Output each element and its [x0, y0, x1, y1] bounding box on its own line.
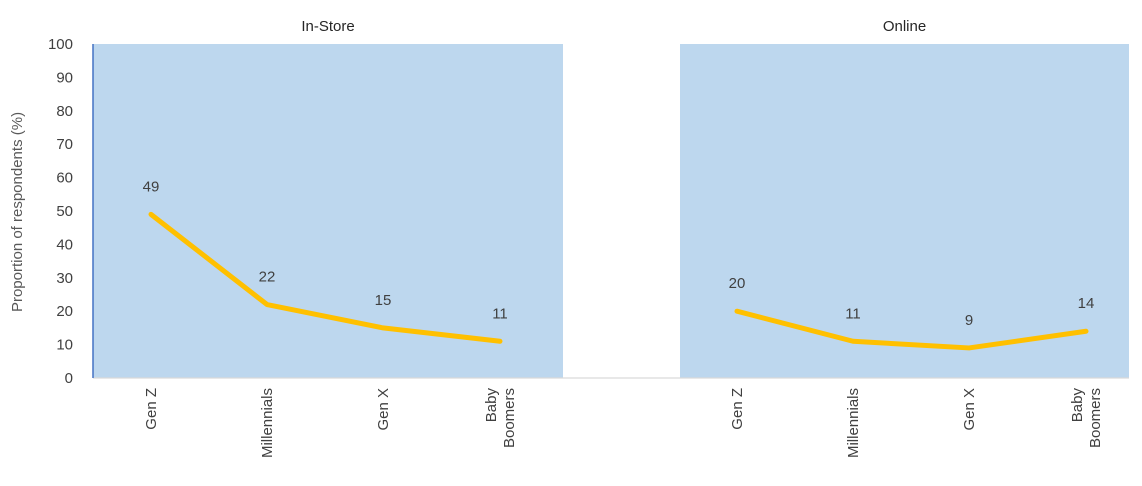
x-tick-label-line: Millennials	[845, 388, 862, 458]
x-tick-label-line: Baby	[1069, 388, 1086, 423]
x-tick-label-line: Baby	[483, 388, 500, 423]
x-tick-label-line: Boomers	[501, 388, 518, 448]
data-label: 9	[965, 312, 973, 329]
x-tick-label: Gen Z	[729, 388, 746, 430]
data-label: 15	[375, 292, 392, 309]
x-tick-label-line: Gen Z	[729, 388, 746, 430]
data-label: 22	[259, 269, 276, 286]
y-tick-label: 0	[65, 370, 73, 387]
data-label: 11	[845, 305, 861, 322]
x-tick-label-line: Millennials	[259, 388, 276, 458]
x-tick-label-line: Gen Z	[143, 388, 160, 430]
panel-background-online	[680, 44, 1129, 378]
x-tick-label: Millennials	[845, 388, 862, 458]
x-tick-label: Gen X	[375, 388, 392, 431]
x-tick-label: Millennials	[259, 388, 276, 458]
panel-title-in-store: In-Store	[301, 18, 354, 35]
panel-title-online: Online	[883, 18, 926, 35]
y-tick-label: 60	[56, 170, 73, 187]
y-tick-label: 20	[56, 303, 73, 320]
x-tick-label: Gen Z	[143, 388, 160, 430]
y-tick-label: 90	[56, 69, 73, 86]
x-tick-label: Gen X	[961, 388, 978, 431]
series-line-in-store	[148, 211, 503, 344]
x-tick-label-line: Gen X	[375, 388, 392, 431]
data-label: 49	[143, 178, 160, 195]
data-label: 20	[729, 275, 746, 292]
y-tick-label: 80	[56, 103, 73, 120]
series-line-online	[734, 308, 1089, 351]
x-tick-label: BabyBoomers	[483, 388, 518, 449]
data-label: 11	[492, 305, 508, 322]
panel-background-in-store	[93, 44, 563, 378]
x-tick-label-line: Gen X	[961, 388, 978, 431]
y-tick-label: 70	[56, 136, 73, 153]
y-tick-label: 30	[56, 270, 73, 287]
y-tick-label: 40	[56, 236, 73, 253]
y-axis-title: Proportion of respondents (%)	[9, 112, 26, 312]
x-tick-label-line: Boomers	[1087, 388, 1104, 448]
y-tick-label: 50	[56, 203, 73, 220]
y-tick-label: 100	[48, 36, 73, 53]
data-label: 14	[1078, 295, 1095, 312]
y-tick-label: 10	[56, 337, 73, 354]
x-tick-label: BabyBoomers	[1069, 388, 1104, 449]
